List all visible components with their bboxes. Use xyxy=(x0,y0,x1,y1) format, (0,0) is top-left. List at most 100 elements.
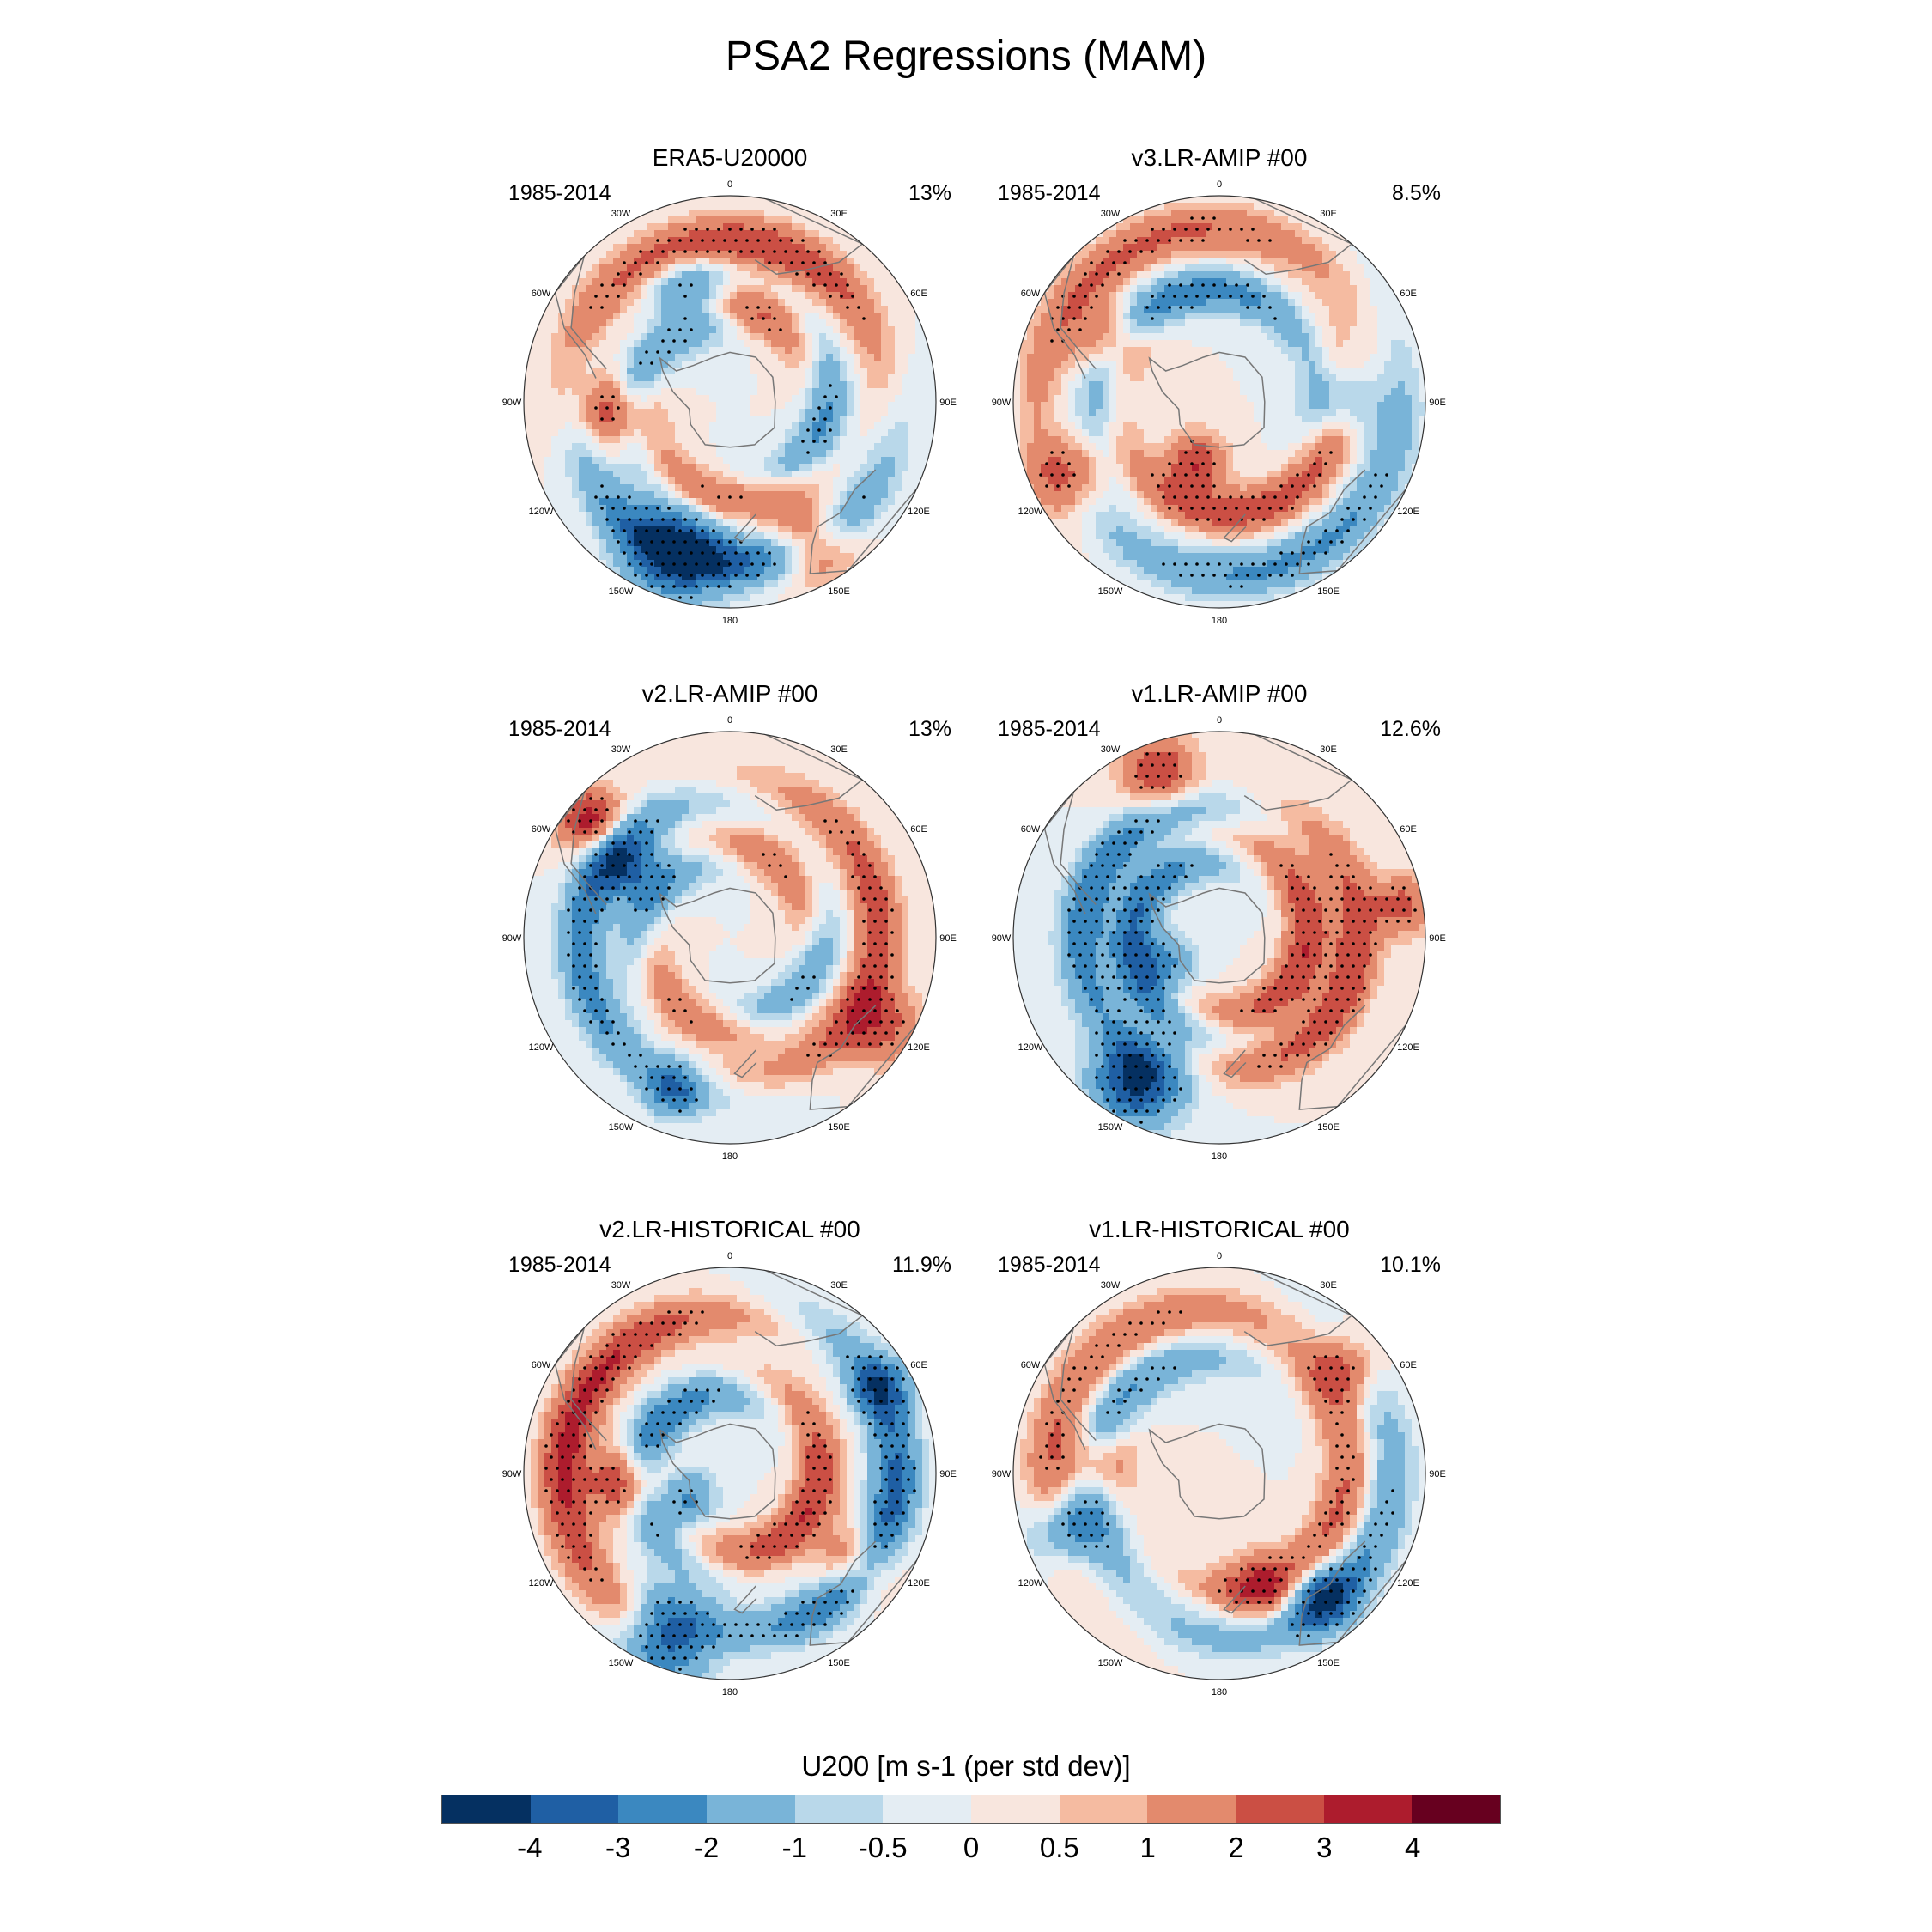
longitude-label: 90W xyxy=(992,1469,1012,1479)
polar-map: 0 30E 60E 90E 120E 150E 180 150W 120W 90W 60W 30W xyxy=(992,715,1446,1162)
longitude-label: 60E xyxy=(910,824,927,835)
colorbar-swatch xyxy=(1236,1795,1324,1823)
regression-field xyxy=(1013,732,1425,1144)
map-panel-v2-amip: v2.LR-AMIP #00 1985-2014 13% 0 30E 60E 90E 1… xyxy=(489,680,970,1162)
longitude-label: 30W xyxy=(1101,744,1121,755)
map-boundary xyxy=(523,731,937,1145)
longitude-label: 90E xyxy=(1429,1469,1446,1479)
colorbar-tick-label: 1 xyxy=(1139,1832,1156,1863)
longitude-label: 60E xyxy=(910,289,927,299)
polar-map: 0 30E 60E 90E 120E 150E 180 150W 120W 90W 60W 30W xyxy=(502,179,957,626)
significance-stipple xyxy=(567,797,905,1113)
longitude-label: 120E xyxy=(908,1042,930,1053)
map-boundary xyxy=(1012,1267,1426,1680)
longitude-label: 90W xyxy=(992,933,1012,944)
longitude-label: 60W xyxy=(532,824,551,835)
colorbar-tick-label: 4 xyxy=(1404,1832,1421,1863)
colorbar-swatch xyxy=(442,1795,531,1823)
longitude-label: 150E xyxy=(1317,1658,1340,1668)
longitude-label: 180 xyxy=(722,1151,738,1162)
longitude-label: 0 xyxy=(1217,1251,1222,1261)
longitude-label: 0 xyxy=(727,1251,732,1261)
colorbar-swatch xyxy=(1323,1795,1413,1823)
longitude-label: 30W xyxy=(611,1280,631,1291)
regression-field xyxy=(524,732,936,1144)
significance-stipple xyxy=(1039,1310,1394,1637)
longitude-label: 60W xyxy=(1021,1360,1041,1370)
longitude-label: 150E xyxy=(828,1122,850,1133)
panel-years: 1985-2014 xyxy=(998,717,1101,741)
longitude-label: 150W xyxy=(609,1658,634,1668)
longitude-label: 90E xyxy=(939,933,957,944)
longitude-label: 30W xyxy=(611,744,631,755)
panel-title: v2.LR-HISTORICAL #00 xyxy=(599,1216,860,1242)
longitude-label: 90E xyxy=(1429,398,1446,408)
longitude-label: 0 xyxy=(1217,179,1222,190)
panel-years: 1985-2014 xyxy=(508,181,611,205)
panel-variance-pct: 11.9% xyxy=(891,1253,951,1277)
map-boundary xyxy=(1012,195,1426,609)
colorbar-swatch xyxy=(794,1795,884,1823)
map-panel-v1-historical: v1.LR-HISTORICAL #00 1985-2014 10.1% 0 30… xyxy=(979,1216,1460,1698)
longitude-label: 120W xyxy=(529,1578,554,1589)
longitude-label: 90E xyxy=(939,398,957,408)
significance-stipple xyxy=(544,1310,916,1671)
main-title: PSA2 Regressions (MAM) xyxy=(725,33,1207,79)
longitude-label: 180 xyxy=(722,1687,738,1698)
panel-title: v1.LR-HISTORICAL #00 xyxy=(1089,1216,1350,1242)
panel-title: ERA5-U20000 xyxy=(652,144,808,171)
longitude-label: 0 xyxy=(727,715,732,726)
longitude-label: 120W xyxy=(1018,1578,1043,1589)
colorbar-tick-label: 3 xyxy=(1316,1832,1333,1863)
panel-title: v2.LR-AMIP #00 xyxy=(641,680,818,707)
longitude-label: 30W xyxy=(1101,1280,1121,1291)
colorbar-tick-label: -1 xyxy=(781,1832,807,1863)
colorbar-swatch xyxy=(707,1795,795,1823)
longitude-label: 120W xyxy=(529,1042,554,1053)
longitude-label: 180 xyxy=(1212,1687,1227,1698)
colorbar-swatch xyxy=(618,1795,708,1823)
panel-title: v1.LR-AMIP #00 xyxy=(1131,680,1308,707)
longitude-label: 90E xyxy=(939,1469,957,1479)
longitude-label: 120W xyxy=(1018,1042,1043,1053)
longitude-label: 60E xyxy=(1400,1360,1417,1370)
longitude-label: 30E xyxy=(830,744,848,755)
longitude-label: 90W xyxy=(992,398,1012,408)
panel-years: 1985-2014 xyxy=(998,1253,1101,1277)
longitude-label: 0 xyxy=(727,179,732,190)
longitude-label: 150W xyxy=(1098,1122,1123,1133)
longitude-label: 120W xyxy=(529,507,554,517)
colorbar-swatch xyxy=(883,1795,972,1823)
map-panel-v3-amip: v3.LR-AMIP #00 1985-2014 8.5% 0 30E 60E 90E… xyxy=(979,144,1460,626)
longitude-label: 60E xyxy=(1400,289,1417,299)
colorbar-tick-label: 0.5 xyxy=(1039,1832,1079,1863)
longitude-label: 150W xyxy=(1098,586,1123,597)
longitude-label: 150W xyxy=(1098,1658,1123,1668)
longitude-label: 150E xyxy=(828,1658,850,1668)
colorbar-tick-label: -3 xyxy=(605,1832,631,1863)
map-boundary xyxy=(523,1267,937,1680)
longitude-label: 30E xyxy=(830,209,848,219)
longitude-label: 90W xyxy=(502,1469,522,1479)
colorbar-swatch xyxy=(1412,1795,1501,1823)
longitude-label: 90E xyxy=(1429,933,1446,944)
map-boundary xyxy=(1012,731,1426,1145)
regression-field xyxy=(1013,196,1425,608)
longitude-label: 180 xyxy=(722,616,738,626)
map-panel-era5: ERA5-U20000 1985-2014 13% 0 30E 60E 90E 120E… xyxy=(489,144,970,626)
polar-map: 0 30E 60E 90E 120E 150E 180 150W 120W 90W 60W 30W xyxy=(992,1251,1446,1698)
panel-variance-pct: 13% xyxy=(908,181,951,205)
longitude-label: 120E xyxy=(1397,507,1419,517)
colorbar-swatch xyxy=(530,1795,619,1823)
longitude-label: 120E xyxy=(908,507,930,517)
longitude-label: 60W xyxy=(1021,824,1041,835)
panel-years: 1985-2014 xyxy=(998,181,1101,205)
significance-stipple xyxy=(589,228,866,599)
longitude-label: 60E xyxy=(1400,824,1417,835)
longitude-label: 30E xyxy=(830,1280,848,1291)
longitude-label: 150E xyxy=(1317,1122,1340,1133)
panel-title: v3.LR-AMIP #00 xyxy=(1131,144,1308,171)
colorbar-tick-label: -0.5 xyxy=(858,1832,908,1863)
longitude-label: 180 xyxy=(1212,1151,1227,1162)
panel-variance-pct: 10.1% xyxy=(1380,1253,1441,1277)
